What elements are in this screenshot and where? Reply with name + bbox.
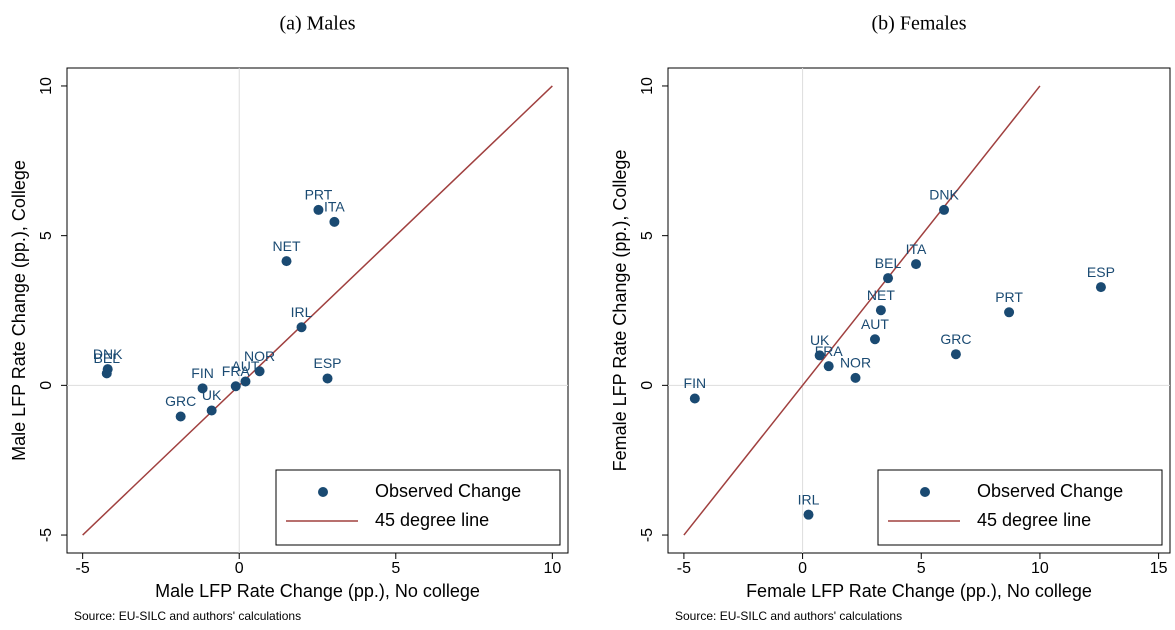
data-point [1095, 282, 1106, 293]
data-point [296, 322, 307, 333]
data-point [689, 393, 700, 404]
data-point [950, 349, 961, 360]
y-tick-label: 0 [38, 381, 55, 390]
point-label: ESP [1087, 264, 1115, 280]
data-point [197, 383, 208, 394]
y-tick-label: 0 [639, 381, 656, 390]
data-point [850, 372, 861, 383]
point-label: NET [273, 238, 301, 254]
x-tick-label: 10 [543, 560, 561, 577]
x-axis-label: Female LFP Rate Change (pp.), No college [746, 581, 1092, 601]
data-point [875, 305, 886, 316]
legend-box [877, 469, 1163, 546]
data-point [869, 334, 880, 345]
point-label: ITA [906, 241, 927, 257]
point-label: AUT [231, 358, 259, 374]
x-tick-label: 0 [798, 560, 807, 577]
point-label: PRT [305, 187, 333, 203]
point-label: FRA [815, 343, 844, 359]
panel-title: (b) Females [872, 13, 967, 35]
data-point [911, 259, 922, 270]
x-tick-label: 5 [917, 560, 926, 577]
point-label: IRL [798, 491, 820, 507]
data-point [313, 204, 324, 215]
plot-frame [667, 67, 1171, 554]
point-label: ITA [324, 199, 345, 215]
y-tick-label: -5 [639, 528, 656, 542]
x-tick-label: 15 [1150, 560, 1168, 577]
point-label: NOR [840, 355, 871, 371]
point-label: IRL [291, 304, 313, 320]
point-label: AUT [861, 316, 889, 332]
x-tick-label: -5 [677, 560, 691, 577]
legend-marker [920, 487, 930, 497]
plot-frame [66, 67, 569, 554]
point-label: BEL [94, 350, 121, 366]
x-tick-label: -5 [76, 560, 90, 577]
data-point [230, 381, 241, 392]
x-tick-label: 0 [235, 560, 244, 577]
legend-label: Observed Change [977, 481, 1123, 501]
data-point [240, 376, 251, 387]
y-tick-label: 5 [639, 231, 656, 240]
y-axis-label: Female LFP Rate Change (pp.), College [610, 150, 630, 472]
point-label: FRA [222, 363, 251, 379]
legend-label: 45 degree line [375, 510, 489, 530]
source-note: Source: EU-SILC and authors' calculation… [675, 609, 902, 623]
y-axis-label: Male LFP Rate Change (pp.), College [9, 160, 29, 461]
data-point [329, 216, 340, 227]
data-point [281, 256, 292, 267]
y-tick-label: -5 [38, 528, 55, 542]
point-label: BEL [875, 255, 902, 271]
diagonal-line [82, 85, 553, 536]
legend-marker [318, 487, 328, 497]
point-label: GRC [940, 331, 971, 347]
point-label: NET [867, 287, 895, 303]
diagonal-line [683, 85, 1041, 536]
data-point [101, 368, 112, 379]
point-label: PRT [995, 289, 1023, 305]
source-note: Source: EU-SILC and authors' calculation… [74, 609, 301, 623]
point-label: FIN [191, 365, 214, 381]
data-point [175, 411, 186, 422]
data-point [206, 405, 217, 416]
data-point [883, 273, 894, 284]
x-tick-label: 10 [1031, 560, 1049, 577]
data-point [1004, 307, 1015, 318]
y-tick-label: 5 [38, 231, 55, 240]
point-label: UK [202, 387, 222, 403]
point-label: UK [810, 332, 830, 348]
point-label: FIN [684, 375, 707, 391]
data-point [814, 350, 825, 361]
legend-label: Observed Change [375, 481, 521, 501]
panel-title: (a) Males [279, 13, 355, 35]
point-label: NOR [244, 348, 275, 364]
legend-box [275, 469, 561, 546]
point-label: ESP [314, 355, 342, 371]
legend-label: 45 degree line [977, 510, 1091, 530]
x-axis-label: Male LFP Rate Change (pp.), No college [155, 581, 480, 601]
y-tick-label: 10 [639, 77, 656, 95]
point-label: DNK [93, 346, 123, 362]
data-point [322, 373, 333, 384]
data-point [254, 366, 265, 377]
point-label: GRC [165, 393, 196, 409]
data-point [939, 204, 950, 215]
point-label: DNK [929, 187, 959, 203]
x-tick-label: 5 [391, 560, 400, 577]
data-point [823, 361, 834, 372]
y-tick-label: 10 [38, 77, 55, 95]
data-point [803, 509, 814, 520]
